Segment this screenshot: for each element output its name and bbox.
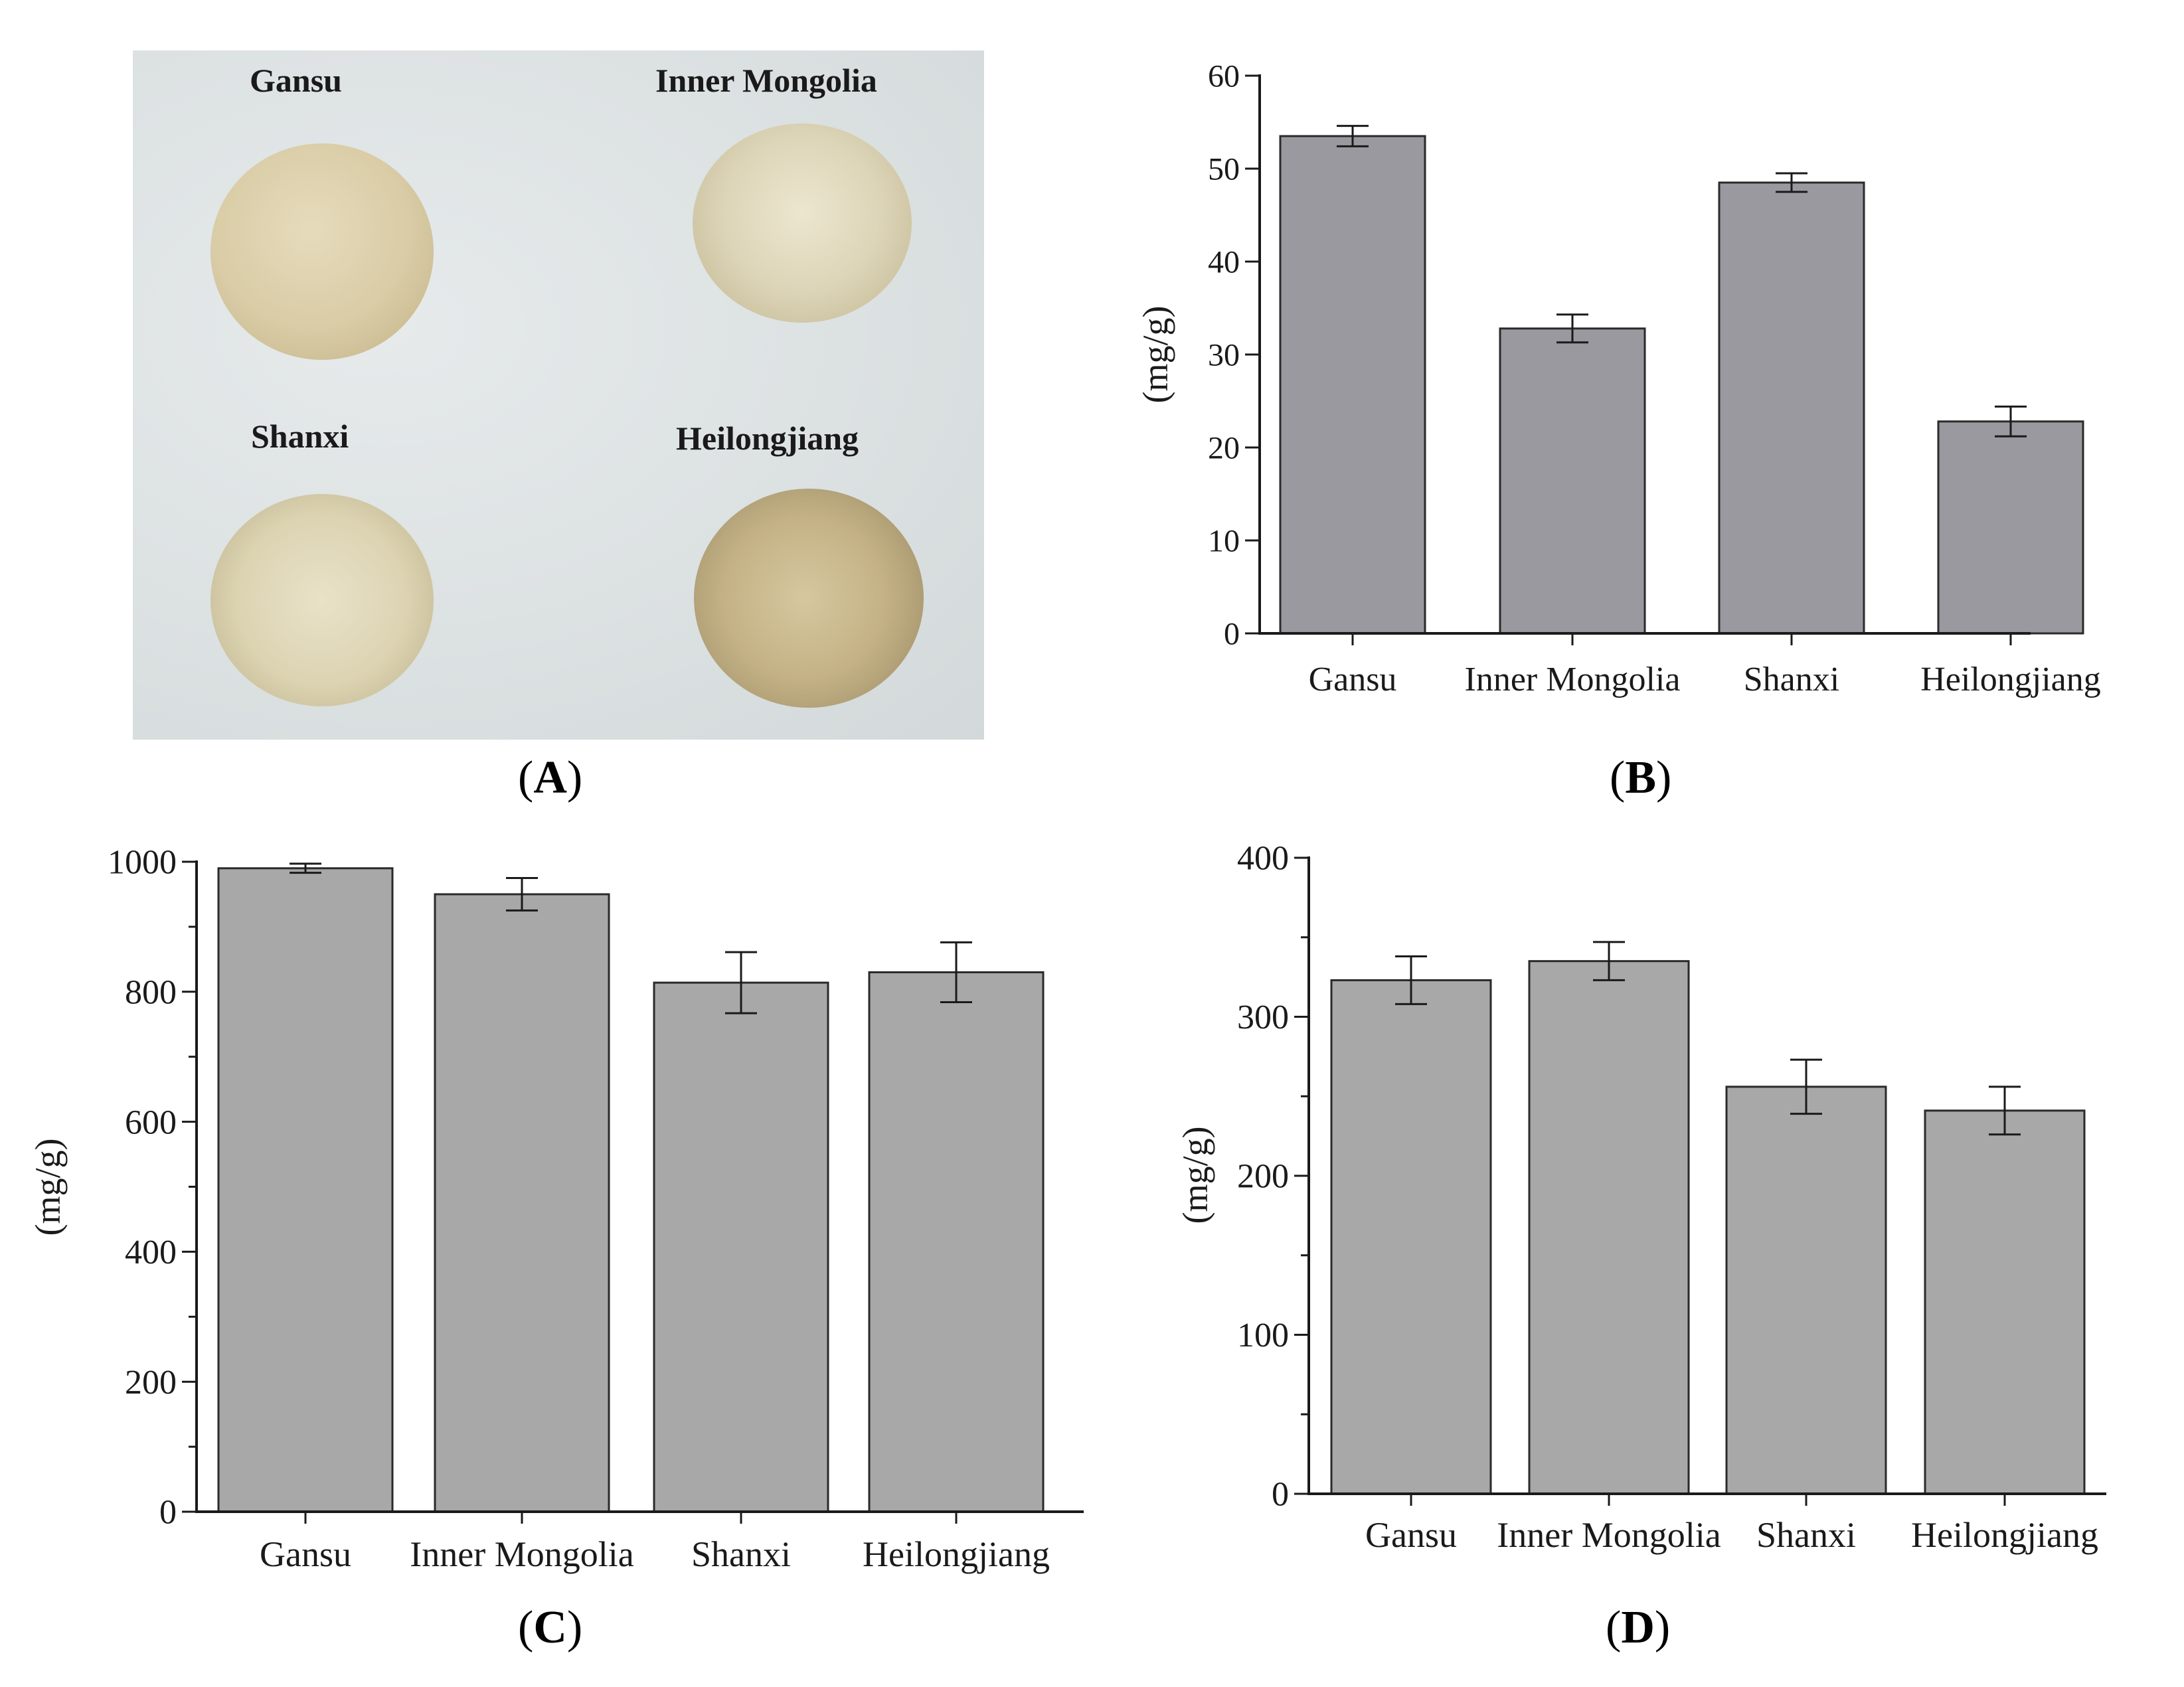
sample-label-shanxi: Shanxi <box>251 418 349 455</box>
powder-shanxi <box>210 494 434 706</box>
chart-b-y-tick-label-5: 50 <box>1208 151 1240 187</box>
chart-c-y-tick-label-3: 600 <box>125 1103 177 1141</box>
sample-photo: Gansu Inner Mongolia Shanxi Heilongjiang <box>133 50 984 740</box>
chart-c-x-tick-label-1: Inner Mongolia <box>410 1534 633 1574</box>
sample-label-inner-mongolia: Inner Mongolia <box>655 62 877 99</box>
chart-b-bar-2 <box>1718 181 1865 635</box>
chart-d-bar-2 <box>1725 1085 1887 1495</box>
chart-c-bar-0 <box>217 867 394 1513</box>
caption-a-letter: A <box>533 752 567 803</box>
chart-b-y-tick-label-0: 0 <box>1224 616 1240 651</box>
chart-d-x-tick-label-0: Gansu <box>1365 1515 1457 1555</box>
chart-c-y-tick-label-0: 0 <box>159 1494 177 1532</box>
caption-b-letter: B <box>1625 752 1657 803</box>
chart-c-bar-1 <box>434 893 610 1513</box>
chart-b-bar-1 <box>1499 327 1646 635</box>
chart-c-x-tick-label-0: Gansu <box>260 1534 351 1574</box>
chart-c-y-tick-label-4: 800 <box>125 973 177 1011</box>
chart-b-y-tick-label-3: 30 <box>1208 337 1240 372</box>
chart-c-bar-3 <box>868 971 1045 1513</box>
chart-b-x-tick-label-0: Gansu <box>1309 661 1397 698</box>
chart-d-y-tick-label-0: 0 <box>1272 1476 1289 1514</box>
chart-d-bar-1 <box>1528 960 1690 1495</box>
caption-a: (A) <box>518 752 583 803</box>
chart-d-bar-3 <box>1924 1109 2086 1495</box>
powder-heilongjiang <box>694 489 924 708</box>
powder-inner-mongolia <box>693 123 912 323</box>
chart-d-y-tick-label-3: 300 <box>1237 999 1289 1036</box>
chart-d-x-tick-label-3: Heilongjiang <box>1911 1515 2098 1555</box>
caption-d-letter: D <box>1621 1602 1655 1653</box>
caption-c: (C) <box>518 1602 583 1653</box>
chart-b-y-tick-label-6: 60 <box>1208 58 1240 94</box>
chart-c-bar-2 <box>653 981 829 1513</box>
chart-d-x-tick-label-2: Shanxi <box>1756 1515 1856 1555</box>
caption-d: (D) <box>1606 1602 1671 1653</box>
chart-d-x-tick-label-1: Inner Mongolia <box>1497 1515 1721 1555</box>
chart-c-y-tick-label-5: 1000 <box>108 844 177 882</box>
chart-c-x-tick-label-3: Heilongjiang <box>863 1534 1050 1574</box>
chart-d-y-tick-label-2: 200 <box>1237 1158 1289 1196</box>
powder-gansu <box>210 143 434 360</box>
sample-label-gansu: Gansu <box>250 62 342 99</box>
caption-b: (B) <box>1610 752 1672 803</box>
chart-b-y-axis-label: (mg/g) <box>1135 306 1175 404</box>
chart-b-y-tick-label-2: 20 <box>1208 430 1240 465</box>
chart-b-x-tick-label-1: Inner Mongolia <box>1465 661 1681 698</box>
chart-c-y-axis-label: (mg/g) <box>28 1139 68 1236</box>
chart-b-x-tick-label-3: Heilongjiang <box>1920 661 2101 698</box>
chart-d-y-tick-label-1: 100 <box>1237 1317 1289 1354</box>
chart-d-y-tick-label-4: 400 <box>1237 840 1289 878</box>
chart-b-bar-0 <box>1279 135 1426 635</box>
caption-c-letter: C <box>533 1602 567 1653</box>
chart-c-y-tick-label-2: 400 <box>125 1234 177 1271</box>
sample-label-heilongjiang: Heilongjiang <box>676 420 859 457</box>
chart-c-x-tick-label-2: Shanxi <box>691 1534 791 1574</box>
chart-d-y-axis-label: (mg/g) <box>1175 1127 1215 1224</box>
chart-b-bar-3 <box>1937 420 2084 635</box>
chart-b-y-tick-label-1: 10 <box>1208 523 1240 558</box>
chart-b-x-tick-label-2: Shanxi <box>1744 661 1839 698</box>
chart-b-y-tick-label-4: 40 <box>1208 244 1240 280</box>
chart-c-y-tick-label-1: 200 <box>125 1364 177 1402</box>
chart-d-bar-0 <box>1330 979 1492 1495</box>
